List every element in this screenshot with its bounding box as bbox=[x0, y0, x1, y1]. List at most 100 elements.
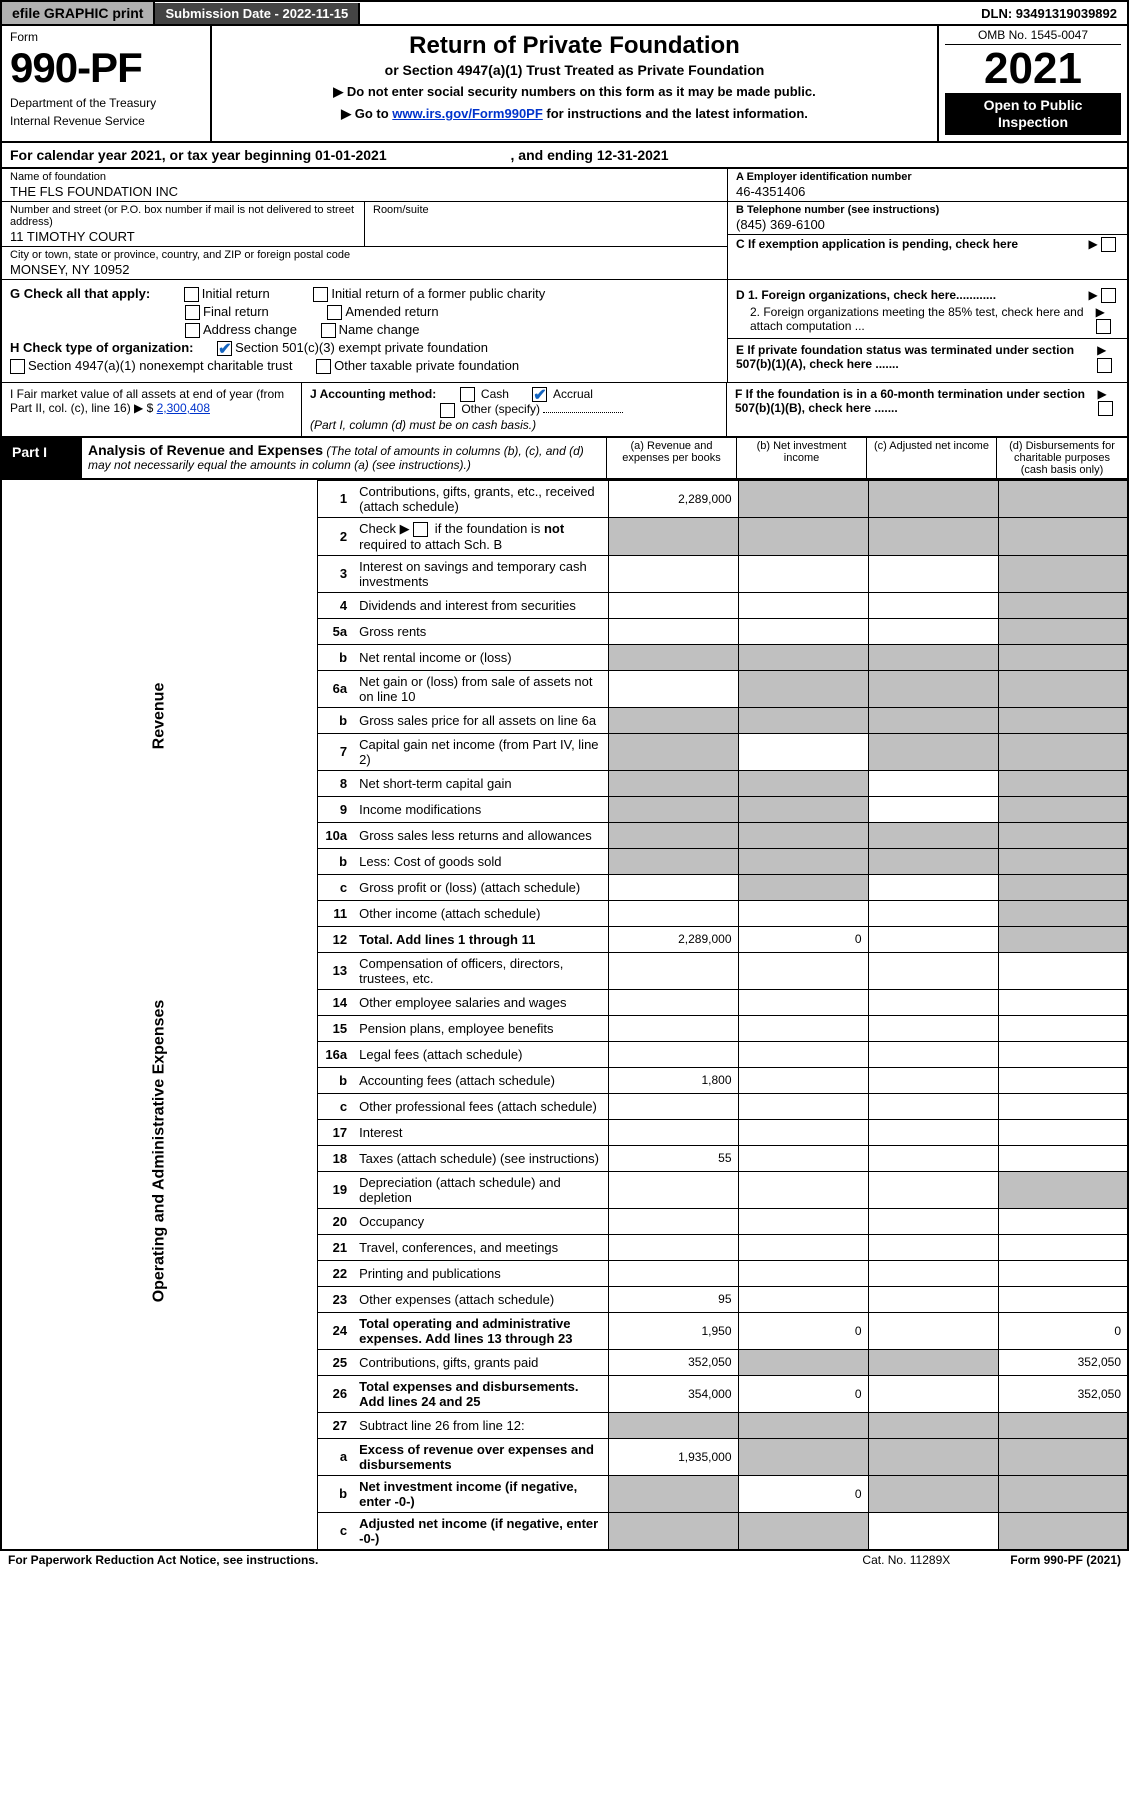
name-label: Name of foundation bbox=[10, 171, 719, 183]
opt-address-change: Address change bbox=[203, 322, 297, 337]
chk-other-taxable[interactable] bbox=[316, 359, 331, 374]
d2-label: 2. Foreign organizations meeting the 85%… bbox=[736, 305, 1096, 334]
g-label: G Check all that apply: bbox=[10, 286, 150, 301]
header-center: Return of Private Foundation or Section … bbox=[212, 26, 937, 141]
exemption-checkbox[interactable] bbox=[1101, 237, 1116, 252]
fmv-link[interactable]: 2,300,408 bbox=[157, 401, 210, 415]
row-num: 1 bbox=[317, 480, 353, 517]
chk-4947[interactable] bbox=[10, 359, 25, 374]
opt-accrual: Accrual bbox=[553, 387, 593, 401]
part1-label: Part I bbox=[2, 438, 82, 478]
d1-label: D 1. Foreign organizations, check here..… bbox=[736, 288, 996, 303]
e-label: E If private foundation status was termi… bbox=[736, 343, 1097, 372]
f-label: F If the foundation is in a 60-month ter… bbox=[735, 387, 1098, 432]
chk-accrual[interactable] bbox=[532, 387, 547, 402]
chk-d1[interactable] bbox=[1101, 288, 1116, 303]
cy-mid: , and ending bbox=[507, 147, 597, 163]
table-row: Revenue 1Contributions, gifts, grants, e… bbox=[1, 480, 1128, 517]
form-footer: Form 990-PF (2021) bbox=[1010, 1553, 1121, 1567]
dln: DLN: 93491319039892 bbox=[971, 3, 1127, 24]
chk-schb[interactable] bbox=[413, 522, 428, 537]
goto-post: for instructions and the latest informat… bbox=[543, 106, 808, 121]
chk-initial-former[interactable] bbox=[313, 287, 328, 302]
pra-notice: For Paperwork Reduction Act Notice, see … bbox=[8, 1553, 318, 1567]
i-label: I Fair market value of all assets at end… bbox=[10, 387, 284, 415]
form-label: Form bbox=[10, 30, 202, 44]
city-cell: City or town, state or province, country… bbox=[2, 247, 727, 279]
open-inspection: Open to Public Inspection bbox=[945, 93, 1121, 135]
chk-name-change[interactable] bbox=[321, 323, 336, 338]
goto-pre: ▶ Go to bbox=[341, 106, 392, 121]
addr-cell: Number and street (or P.O. box number if… bbox=[2, 202, 364, 247]
addr-label: Number and street (or P.O. box number if… bbox=[10, 204, 356, 228]
j-label: J Accounting method: bbox=[310, 387, 436, 401]
chk-amended[interactable] bbox=[327, 305, 342, 320]
phone-value: (845) 369-6100 bbox=[736, 217, 1119, 232]
efile-print-button[interactable]: efile GRAPHIC print bbox=[2, 2, 155, 24]
chk-d2[interactable] bbox=[1096, 319, 1111, 334]
side-expenses: Operating and Administrative Expenses bbox=[150, 999, 168, 1302]
g-row: G Check all that apply: Initial return I… bbox=[0, 280, 1129, 383]
opt-initial-former: Initial return of a former public charit… bbox=[331, 286, 545, 301]
ein-cell: A Employer identification number 46-4351… bbox=[728, 169, 1127, 202]
chk-cash[interactable] bbox=[460, 387, 475, 402]
col-d-hdr: (d) Disbursements for charitable purpose… bbox=[997, 438, 1127, 478]
part1-header: Part I Analysis of Revenue and Expenses … bbox=[0, 438, 1129, 480]
goto-note: ▶ Go to www.irs.gov/Form990PF for instru… bbox=[220, 106, 929, 122]
chk-other-method[interactable] bbox=[440, 403, 455, 418]
part1-title-b: Analysis of Revenue and Expenses bbox=[88, 442, 323, 458]
chk-final-return[interactable] bbox=[185, 305, 200, 320]
form-header: Form 990-PF Department of the Treasury I… bbox=[0, 26, 1129, 143]
table-row: 25Contributions, gifts, grants paid352,0… bbox=[1, 1349, 1128, 1375]
submission-date: Submission Date - 2022-11-15 bbox=[155, 3, 360, 24]
foundation-city: MONSEY, NY 10952 bbox=[10, 262, 719, 277]
ein-value: 46-4351406 bbox=[736, 184, 1119, 199]
footer: For Paperwork Reduction Act Notice, see … bbox=[0, 1551, 1129, 1569]
room-cell: Room/suite bbox=[364, 202, 727, 247]
row-desc: Contributions, gifts, grants, etc., rece… bbox=[353, 480, 608, 517]
form-title: Return of Private Foundation bbox=[220, 32, 929, 60]
col-b-hdr: (b) Net investment income bbox=[737, 438, 867, 478]
irs-label: Internal Revenue Service bbox=[10, 114, 202, 128]
ssn-note: ▶ Do not enter social security numbers o… bbox=[220, 84, 929, 100]
foundation-addr: 11 TIMOTHY COURT bbox=[10, 229, 356, 244]
top-bar: efile GRAPHIC print Submission Date - 20… bbox=[0, 0, 1129, 26]
form-number: 990-PF bbox=[10, 44, 202, 92]
header-right: OMB No. 1545-0047 2021 Open to Public In… bbox=[937, 26, 1127, 141]
opt-initial-return: Initial return bbox=[202, 286, 270, 301]
table-row: Operating and Administrative Expenses 13… bbox=[1, 952, 1128, 989]
j-cell: J Accounting method: Cash Accrual Other … bbox=[302, 383, 727, 436]
room-label: Room/suite bbox=[373, 204, 719, 216]
phone-label: B Telephone number (see instructions) bbox=[736, 204, 1119, 216]
j-note: (Part I, column (d) must be on cash basi… bbox=[310, 418, 718, 432]
header-left: Form 990-PF Department of the Treasury I… bbox=[2, 26, 212, 141]
omb-number: OMB No. 1545-0047 bbox=[945, 28, 1121, 45]
cell-a: 2,289,000 bbox=[608, 480, 738, 517]
dept-treasury: Department of the Treasury bbox=[10, 96, 202, 110]
opt-other-taxable: Other taxable private foundation bbox=[334, 358, 519, 373]
col-c-hdr: (c) Adjusted net income bbox=[867, 438, 997, 478]
opt-name-change: Name change bbox=[339, 322, 420, 337]
exemption-cell: C If exemption application is pending, c… bbox=[728, 235, 1127, 254]
col-a-hdr: (a) Revenue and expenses per books bbox=[607, 438, 737, 478]
calendar-year-row: For calendar year 2021, or tax year begi… bbox=[0, 143, 1129, 167]
chk-e[interactable] bbox=[1097, 358, 1112, 373]
ijf-row: I Fair market value of all assets at end… bbox=[0, 383, 1129, 438]
chk-initial-return[interactable] bbox=[184, 287, 199, 302]
city-label: City or town, state or province, country… bbox=[10, 249, 719, 261]
tax-year: 2021 bbox=[945, 47, 1121, 91]
opt-cash: Cash bbox=[481, 387, 509, 401]
chk-f[interactable] bbox=[1098, 401, 1113, 416]
opt-other-method: Other (specify) bbox=[461, 402, 540, 416]
opt-4947: Section 4947(a)(1) nonexempt charitable … bbox=[28, 358, 292, 373]
name-cell: Name of foundation THE FLS FOUNDATION IN… bbox=[2, 169, 727, 202]
cy-pre: For calendar year 2021, or tax year begi… bbox=[10, 147, 315, 163]
form990pf-link[interactable]: www.irs.gov/Form990PF bbox=[392, 106, 543, 121]
part1-title: Analysis of Revenue and Expenses (The to… bbox=[82, 438, 607, 478]
cy-end: 12-31-2021 bbox=[597, 147, 669, 163]
opt-final-return: Final return bbox=[203, 304, 269, 319]
opt-amended: Amended return bbox=[345, 304, 438, 319]
phone-cell: B Telephone number (see instructions) (8… bbox=[728, 202, 1127, 235]
chk-address-change[interactable] bbox=[185, 323, 200, 338]
chk-501c3[interactable] bbox=[217, 341, 232, 356]
